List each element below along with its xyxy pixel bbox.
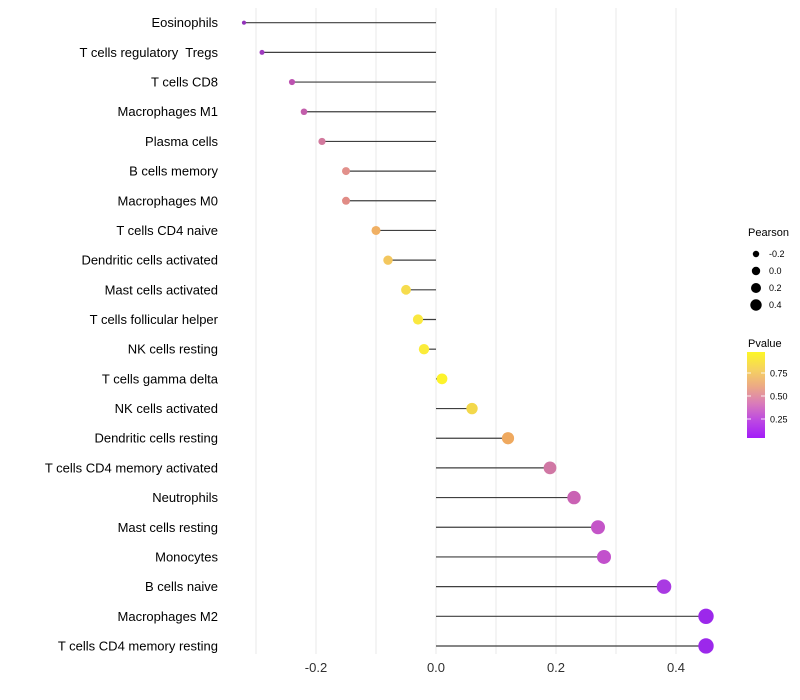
lollipop-dot (436, 373, 448, 385)
lollipop-dot (259, 49, 265, 55)
row-label: Neutrophils (152, 490, 218, 505)
row-label: T cells CD4 memory resting (58, 638, 218, 653)
pearson-legend-label: -0.2 (769, 249, 785, 259)
row-label: Dendritic cells resting (94, 431, 218, 446)
lollipop-dot (241, 20, 247, 25)
x-axis-tick-label: 0.4 (667, 660, 685, 675)
pearson-size-legend: Pearson -0.2 0.0 0.2 0.4 (748, 227, 789, 311)
lollipop-dot (371, 225, 381, 235)
row-label: T cells CD4 naive (116, 223, 218, 238)
row-label: Macrophages M0 (118, 193, 218, 208)
lollipop-dot (418, 343, 430, 355)
lollipop-dot (466, 402, 478, 415)
x-axis-tick-label: -0.2 (305, 660, 327, 675)
pvalue-legend-title: Pvalue (748, 338, 782, 350)
lollipop-dot (412, 314, 424, 325)
pearson-legend-dot (751, 283, 761, 293)
row-label: B cells naive (145, 579, 218, 594)
row-label: T cells regulatory Tregs (80, 45, 219, 60)
row-label: Mast cells resting (118, 520, 218, 535)
pearson-legend-title: Pearson (748, 227, 789, 239)
pvalue-colorbar (747, 352, 765, 438)
lollipop-dot (383, 255, 393, 265)
lollipop-dot (698, 608, 714, 624)
row-label: Monocytes (155, 549, 218, 564)
x-axis-tick-label: 0.0 (427, 660, 445, 675)
row-label: T cells CD4 memory activated (45, 460, 218, 475)
pvalue-legend-label: 0.25 (770, 415, 788, 425)
lollipop-dot (501, 432, 515, 445)
pearson-legend-label: 0.2 (769, 283, 782, 293)
row-label: Macrophages M1 (118, 104, 218, 119)
pearson-legend-label: 0.4 (769, 300, 782, 310)
x-axis-tick-label: 0.2 (547, 660, 565, 675)
lollipop-dot (342, 167, 350, 176)
pvalue-color-legend: Pvalue 0.75 0.50 0.25 (747, 338, 788, 438)
lollipop-dot (543, 461, 557, 475)
pearson-legend-dot (751, 266, 761, 276)
lollipop-dot (567, 490, 581, 505)
lollipop-rows: Eosinophils T cells regulatory Tregs T cel… (45, 15, 714, 654)
pearson-legend-label: 0.0 (769, 266, 782, 276)
row-label: NK cells activated (115, 401, 218, 416)
pvalue-legend-label: 0.50 (770, 392, 788, 402)
lollipop-dot (698, 638, 714, 654)
row-label: T cells follicular helper (90, 312, 219, 327)
x-axis: -0.2 0.0 0.2 0.4 (305, 660, 685, 675)
lollipop-dot (342, 196, 350, 205)
row-label: T cells CD8 (151, 75, 218, 90)
gridlines (255, 8, 677, 654)
pearson-legend-dot (752, 250, 760, 258)
row-label: T cells gamma delta (102, 371, 219, 386)
lollipop-dot (591, 520, 605, 535)
row-label: Macrophages M2 (118, 609, 218, 624)
pearson-legend-dot (750, 299, 762, 311)
row-label: Plasma cells (145, 134, 218, 149)
lollipop-dot (597, 549, 611, 564)
lollipop-dot (401, 284, 411, 295)
row-label: Eosinophils (152, 15, 219, 30)
lollipop-dot (300, 108, 308, 116)
row-label: Mast cells activated (105, 282, 218, 297)
row-label: Dendritic cells activated (81, 253, 218, 268)
pvalue-legend-label: 0.75 (770, 369, 788, 379)
lollipop-dot (656, 579, 672, 594)
row-label: B cells memory (129, 164, 218, 179)
row-label: NK cells resting (128, 342, 218, 357)
lollipop-dot (288, 78, 296, 86)
lollipop-dot (318, 137, 326, 146)
